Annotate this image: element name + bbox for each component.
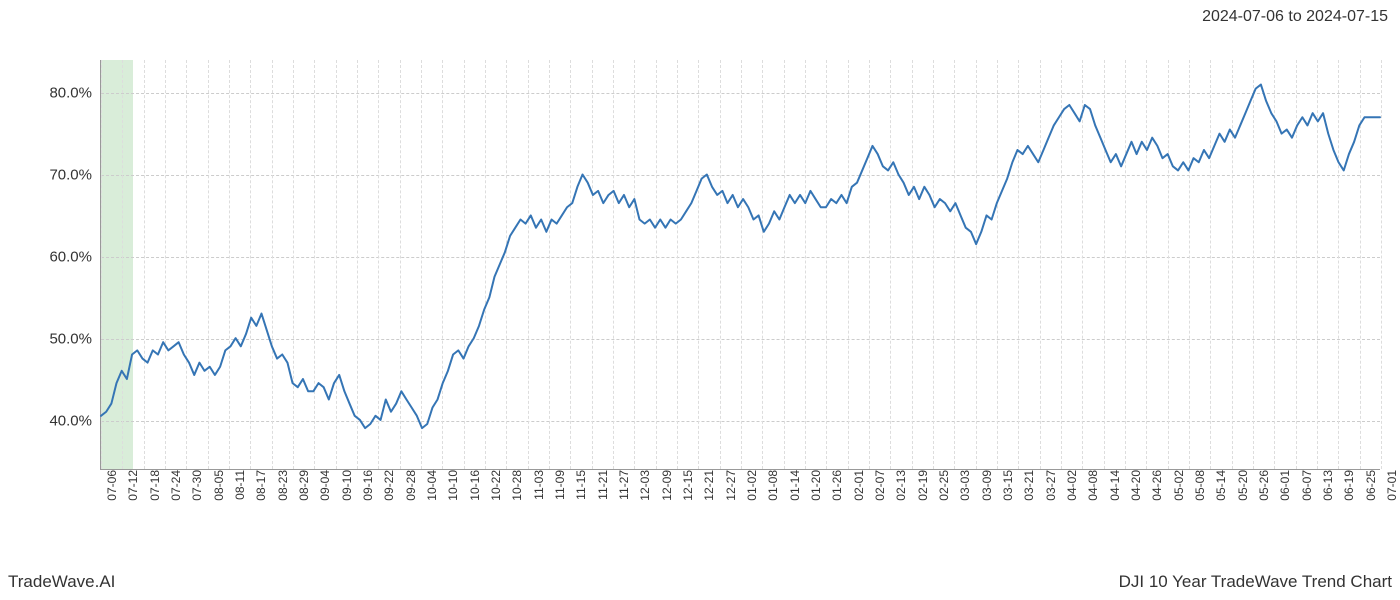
x-tick-label: 09-22 (377, 470, 396, 501)
x-tick-label: 08-11 (228, 470, 247, 500)
x-tick-label: 11-09 (548, 470, 567, 500)
trend-line (101, 60, 1380, 469)
x-tick-label: 09-16 (356, 470, 375, 501)
x-tick-label: 01-26 (825, 470, 844, 501)
x-tick-label: 07-24 (164, 470, 183, 501)
x-tick-label: 06-07 (1295, 470, 1314, 501)
x-tick-label: 04-14 (1103, 470, 1122, 501)
x-tick-label: 12-21 (697, 470, 716, 501)
x-tick-label: 10-10 (441, 470, 460, 501)
x-tick-label: 05-26 (1252, 470, 1271, 501)
chart-area: 40.0%50.0%60.0%70.0%80.0% 07-0607-1207-1… (100, 60, 1380, 470)
x-tick-label: 03-15 (996, 470, 1015, 501)
x-tick-label: 07-18 (143, 470, 162, 501)
x-tick-label: 01-20 (804, 470, 823, 501)
x-tick-label: 09-28 (399, 470, 418, 501)
x-tick-label: 03-27 (1039, 470, 1058, 501)
x-tick-label: 06-13 (1316, 470, 1335, 501)
x-tick-label: 01-08 (761, 470, 780, 501)
x-tick-label: 03-09 (975, 470, 994, 501)
x-tick-label: 06-25 (1359, 470, 1378, 501)
y-tick-label: 50.0% (49, 330, 100, 347)
chart-title: DJI 10 Year TradeWave Trend Chart (1119, 572, 1392, 592)
x-tick-label: 08-17 (249, 470, 268, 501)
x-tick-label: 04-02 (1060, 470, 1079, 501)
x-tick-label: 05-02 (1167, 470, 1186, 501)
x-tick-label: 05-20 (1231, 470, 1250, 501)
x-tick-label: 08-05 (207, 470, 226, 501)
y-tick-label: 40.0% (49, 412, 100, 429)
x-tick-label: 12-27 (719, 470, 738, 501)
x-tick-label: 04-26 (1145, 470, 1164, 501)
x-tick-label: 12-03 (633, 470, 652, 501)
x-tick-label: 02-07 (868, 470, 887, 501)
x-tick-label: 03-03 (953, 470, 972, 501)
x-tick-label: 11-15 (569, 470, 588, 500)
y-tick-label: 80.0% (49, 84, 100, 101)
x-tick-label: 02-13 (889, 470, 908, 501)
x-tick-label: 05-14 (1209, 470, 1228, 501)
x-tick-label: 02-01 (847, 470, 866, 501)
y-tick-label: 70.0% (49, 166, 100, 183)
x-tick-label: 10-04 (420, 470, 439, 501)
x-tick-label: 08-23 (271, 470, 290, 501)
x-tick-label: 01-02 (740, 470, 759, 501)
x-tick-label: 07-12 (121, 470, 140, 501)
x-tick-label: 06-19 (1337, 470, 1356, 501)
x-tick-label: 06-01 (1273, 470, 1292, 501)
x-tick-label: 07-06 (100, 470, 119, 501)
x-tick-label: 07-30 (185, 470, 204, 501)
x-tick-label: 01-14 (783, 470, 802, 501)
x-gridline (1381, 60, 1382, 469)
x-tick-label: 05-08 (1188, 470, 1207, 501)
x-tick-label: 09-10 (335, 470, 354, 501)
x-tick-label: 04-08 (1081, 470, 1100, 501)
watermark-brand: TradeWave.AI (8, 572, 115, 592)
x-tick-label: 11-03 (527, 470, 546, 500)
x-tick-label: 03-21 (1017, 470, 1036, 501)
x-tick-label: 12-15 (676, 470, 695, 501)
x-tick-label: 07-01 (1380, 470, 1399, 501)
x-tick-label: 11-27 (612, 470, 631, 500)
y-tick-label: 60.0% (49, 248, 100, 265)
plot-area (100, 60, 1380, 470)
x-tick-label: 11-21 (591, 470, 610, 500)
date-range-label: 2024-07-06 to 2024-07-15 (1202, 8, 1388, 26)
x-tick-label: 10-28 (505, 470, 524, 501)
x-tick-label: 12-09 (655, 470, 674, 501)
x-tick-label: 10-16 (463, 470, 482, 501)
x-tick-label: 09-04 (313, 470, 332, 501)
x-tick-label: 08-29 (292, 470, 311, 501)
x-tick-label: 02-25 (932, 470, 951, 501)
x-tick-label: 04-20 (1124, 470, 1143, 501)
x-tick-label: 10-22 (484, 470, 503, 501)
x-tick-label: 02-19 (911, 470, 930, 501)
